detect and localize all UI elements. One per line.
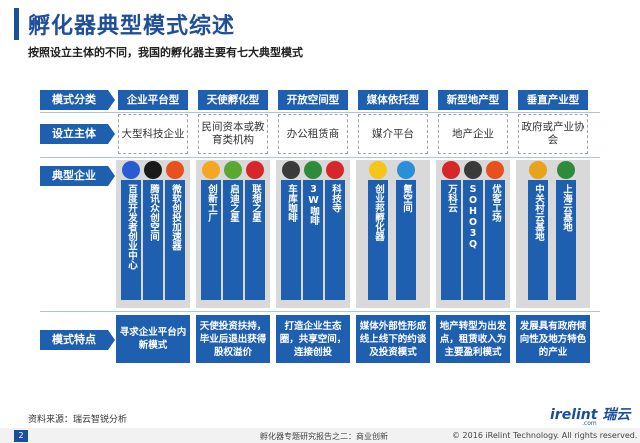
enterprise-name: 联想之星 [245,180,265,300]
page-title: 孵化器典型模式综述 [28,14,236,39]
footer-report-title: 孵化器专题研究报告之二：商业创新 [260,432,388,441]
zgc-cloud-icon [529,161,547,179]
row-label-text: 模式分类 [52,93,96,106]
3w-icon [304,161,322,179]
arrow-icon [108,90,115,110]
divider [40,311,600,312]
founder-box: 大型科技企业 [118,114,188,154]
enterprise-name: 创业邦孵化器 [368,180,388,300]
category-header: 天使孵化型 [198,90,268,110]
feature-box: 打造企业生态圈，共享空间，连接创投 [276,315,350,363]
enterprise-name: 车库咖啡 [281,180,301,300]
legend-star-icon [246,161,264,179]
category-header: 垂直产业型 [518,90,588,110]
baidu-paw-icon [122,161,140,179]
category-header: 开放空间型 [278,90,348,110]
enterprise-name: 创新工厂 [201,180,221,300]
enterprise-name: 中关村云基地 [528,180,548,300]
shanghai-cloud-icon [557,161,575,179]
founder-box: 民间资本或教育类机构 [198,114,268,154]
row-label-enterprises: 典型企业 [40,166,115,186]
garage-cafe-icon [282,161,300,179]
row-label-feature: 模式特点 [40,330,115,350]
feature-box: 天使投资扶持，毕业后退出获得股权溢价 [196,315,270,363]
divider [40,112,600,113]
category-header: 新型地产型 [438,90,508,110]
enterprise-name: 3W咖啡 [303,180,323,300]
divider [40,157,600,158]
feature-box: 地产转型为出发点，租赁收入为主要盈利模式 [436,315,510,363]
arrow-icon [108,124,115,144]
row-label-text: 设立主体 [52,127,96,140]
category-header: 企业平台型 [118,90,188,110]
category-header: 媒体依托型 [358,90,428,110]
enterprise-name: 上海云基地 [556,180,576,300]
founder-box: 办公租赁商 [278,114,348,154]
enterprise-name: 万科云 [441,180,461,300]
cyzone-icon [369,161,387,179]
row-label-text: 模式特点 [52,333,96,346]
row-label-text: 典型企业 [52,169,96,182]
enterprise-name: 微软创投加速器 [165,180,185,300]
arrow-icon [108,330,115,350]
page-number: 2 [14,430,28,442]
ucommune-icon [486,161,504,179]
title-accent-bar [14,8,19,40]
enterprise-name: 氪空间 [396,180,416,300]
enterprise-name: 启迪之星 [223,180,243,300]
feature-box: 发展具有政府倾向性及地方特色的产业 [516,315,590,363]
row-label-founder: 设立主体 [40,124,115,144]
innovation-works-icon [202,161,220,179]
row-label-category: 模式分类 [40,90,115,110]
tusstar-icon [224,161,242,179]
footer-bar [0,428,640,443]
enterprise-name: SOHO3Q [463,180,483,300]
footer-copyright: © 2016 iRelint Technology. All rights re… [452,431,638,440]
windows-icon [166,161,184,179]
qq-penguin-icon [144,161,162,179]
soho3q-icon [464,161,482,179]
brand-logo: irelint 瑞云 [550,407,631,423]
page-subtitle: 按照设立主体的不同，我国的孵化器主要有七大典型模式 [28,46,303,59]
founder-box: 政府或产业协会 [518,114,588,154]
brand-suffix: .com [582,420,597,427]
feature-box: 寻求企业平台内新模式 [116,315,190,363]
enterprise-name: 腾讯众创空间 [143,180,163,300]
vanke-icon [442,161,460,179]
feature-box: 媒体外部性形成线上线下的约谈及投资模式 [356,315,430,363]
enterprise-name: 科技寺 [325,180,345,300]
enterprise-name: 优客工场 [485,180,505,300]
36kr-icon [397,161,415,179]
arrow-icon [108,166,115,186]
founder-box: 媒介平台 [358,114,428,154]
source-note: 资料来源：瑞云智锐分析 [28,415,128,425]
enterprise-name: 百度开发者创业中心 [121,180,141,300]
founder-box: 地产企业 [438,114,508,154]
tech-temple-icon [326,161,344,179]
